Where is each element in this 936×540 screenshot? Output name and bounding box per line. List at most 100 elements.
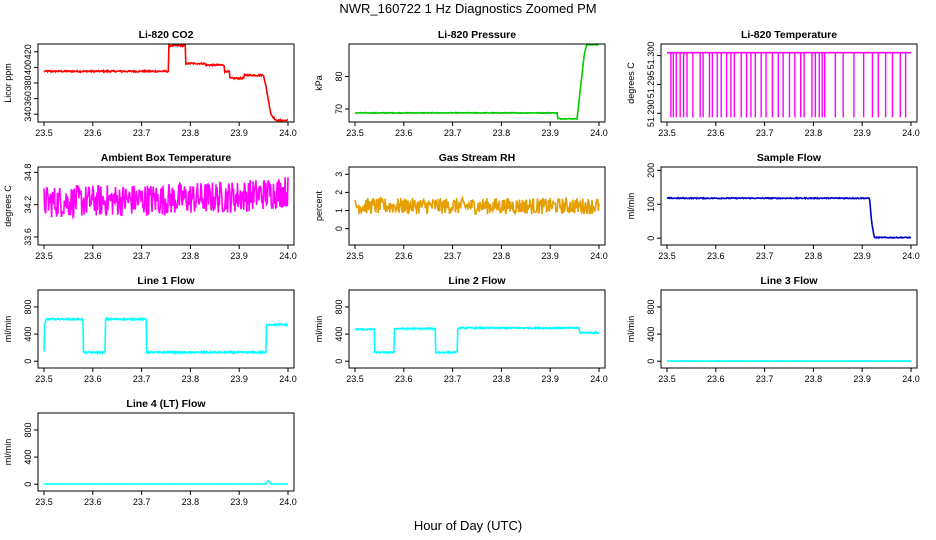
- x-tick-label: 23.6: [707, 374, 725, 384]
- x-tick-label: 23.9: [541, 128, 559, 138]
- y-axis-label: degrees C: [626, 62, 636, 104]
- x-tick-label: 23.6: [84, 374, 102, 384]
- y-tick-label: 400: [23, 450, 33, 465]
- x-tick-label: 23.5: [658, 128, 676, 138]
- x-tick-label: 23.9: [541, 251, 559, 261]
- y-tick-label: 51.295: [646, 71, 656, 99]
- x-tick-label: 24.0: [279, 497, 297, 507]
- x-tick-label: 23.8: [805, 251, 823, 261]
- x-tick-label: 23.7: [133, 128, 151, 138]
- x-tick-label: 23.5: [658, 251, 676, 261]
- y-tick-label: 1: [334, 208, 344, 213]
- plot-frame: [37, 289, 295, 369]
- series-line-line4: [43, 479, 289, 485]
- x-tick-label: 23.7: [756, 128, 774, 138]
- plot-frame: [348, 43, 606, 123]
- chart-title: Line 3 Flow: [760, 275, 818, 287]
- y-tick-label: 800: [23, 422, 33, 437]
- x-tick-label: 24.0: [902, 251, 920, 261]
- x-tick-label: 23.9: [853, 374, 871, 384]
- series-line-sample-flow: [666, 196, 912, 240]
- chart-title: Line 4 (LT) Flow: [126, 398, 206, 410]
- chart-title: Li-820 Pressure: [438, 29, 516, 41]
- y-tick-label: 340: [23, 107, 33, 122]
- x-tick-label: 24.0: [279, 374, 297, 384]
- y-tick-label: 100: [646, 197, 656, 212]
- plot-frame: [660, 289, 918, 369]
- series-group: [354, 44, 600, 121]
- x-tick-label: 23.8: [182, 497, 200, 507]
- x-tick-label: 23.5: [35, 497, 53, 507]
- y-tick-label: 0: [334, 359, 344, 364]
- chart-title: Line 1 Flow: [137, 275, 195, 287]
- x-tick-label: 24.0: [590, 251, 608, 261]
- x-tick-label: 24.0: [902, 374, 920, 384]
- x-tick-label: 23.7: [756, 251, 774, 261]
- plot-frame: [37, 43, 295, 123]
- series-group: [666, 196, 912, 240]
- chart-panel-line1: Line 1 Flow ml/min 23.5 23.6 23.7 23.8 23.9 24.…: [3, 275, 297, 384]
- chart-title: Sample Flow: [757, 152, 822, 164]
- series-group: [354, 325, 600, 355]
- series-line-line1: [43, 316, 289, 356]
- x-tick-label: 23.6: [84, 128, 102, 138]
- x-tick-label: 23.7: [133, 251, 151, 261]
- series-group: [43, 44, 289, 122]
- x-tick-label: 23.5: [346, 374, 364, 384]
- y-axis-label: Licor ppm: [3, 63, 13, 103]
- x-tick-label: 23.9: [230, 128, 248, 138]
- y-tick-label: 0: [23, 482, 33, 487]
- y-tick-label: 33.6: [23, 228, 33, 246]
- chart-title: Ambient Box Temperature: [101, 152, 232, 164]
- x-tick-label: 23.7: [444, 251, 462, 261]
- x-tick-label: 23.7: [756, 374, 774, 384]
- series-line-box-temp: [43, 177, 289, 220]
- series-group: [43, 316, 289, 356]
- y-tick-label: 2: [334, 190, 344, 195]
- series-group: [43, 479, 289, 485]
- y-axis-label: ml/min: [626, 193, 636, 220]
- chart-panel-pressure: Li-820 Pressure kPa 23.5 23.6 23.7 23.8 23.9 24…: [314, 29, 608, 138]
- y-tick-label: 3: [334, 172, 344, 177]
- x-tick-label: 24.0: [902, 128, 920, 138]
- plot-frame: [660, 43, 918, 123]
- x-tick-label: 23.7: [444, 374, 462, 384]
- x-tick-label: 23.6: [395, 374, 413, 384]
- series-line-rh: [354, 195, 600, 216]
- x-tick-label: 23.8: [805, 128, 823, 138]
- plot-frame: [660, 166, 918, 246]
- y-tick-label: 800: [646, 299, 656, 314]
- y-tick-label: 420: [23, 44, 33, 59]
- x-tick-label: 24.0: [279, 251, 297, 261]
- x-tick-label: 23.8: [182, 128, 200, 138]
- chart-panel-line3: Line 3 Flow ml/min 23.5 23.6 23.7 23.8 23.9 24.…: [626, 275, 920, 384]
- chart-panel-line2: Line 2 Flow ml/min 23.5 23.6 23.7 23.8 23.9 24.…: [314, 275, 608, 384]
- x-tick-label: 24.0: [279, 128, 297, 138]
- y-tick-label: 380: [23, 75, 33, 90]
- y-tick-label: 70: [334, 104, 344, 114]
- x-tick-label: 23.8: [805, 374, 823, 384]
- series-group: [354, 195, 600, 216]
- series-line-co2: [43, 44, 289, 122]
- y-axis-label: ml/min: [626, 316, 636, 343]
- plot-frame: [348, 166, 606, 246]
- x-tick-label: 24.0: [590, 374, 608, 384]
- y-tick-label: 34.2: [23, 196, 33, 214]
- x-tick-label: 23.5: [658, 374, 676, 384]
- chart-panel-sample-flow: Sample Flow ml/min 23.5 23.6 23.7 23.8 23.9 24.…: [626, 152, 920, 261]
- x-tick-label: 23.5: [35, 128, 53, 138]
- x-tick-label: 23.7: [133, 374, 151, 384]
- y-tick-label: 400: [334, 327, 344, 342]
- y-axis-label: kPa: [314, 75, 324, 91]
- x-tick-label: 23.6: [84, 251, 102, 261]
- x-tick-label: 23.8: [493, 128, 511, 138]
- plot-frame: [348, 289, 606, 369]
- x-tick-label: 23.5: [346, 251, 364, 261]
- chart-title: Gas Stream RH: [439, 152, 515, 164]
- x-tick-label: 23.6: [395, 251, 413, 261]
- y-tick-label: 34.8: [23, 164, 33, 182]
- x-tick-label: 23.9: [853, 128, 871, 138]
- chart-title: Li-820 Temperature: [741, 29, 837, 41]
- plot-frame: [37, 412, 295, 492]
- x-tick-label: 23.9: [230, 251, 248, 261]
